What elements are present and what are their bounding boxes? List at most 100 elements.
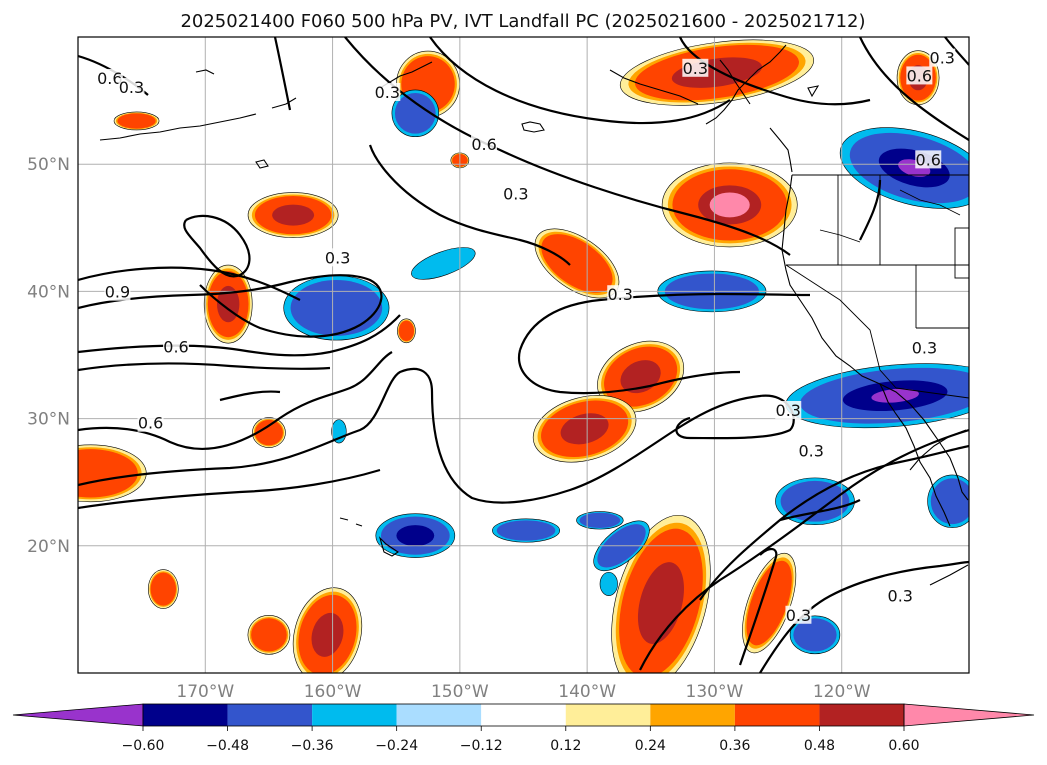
shaded-anomaly-8 — [534, 228, 620, 299]
lat-tick-label: 30°N — [27, 410, 70, 430]
contour-label: 0.6 — [97, 69, 122, 88]
anomaly-shade-26-m0p36 — [579, 512, 621, 528]
contour-label-bg — [502, 184, 529, 203]
colorbar — [12, 703, 1035, 727]
colorbar-segment — [227, 704, 313, 726]
colorbar-segment — [396, 704, 482, 726]
contour-label: 0.3 — [608, 285, 633, 304]
colorbar-segment — [819, 704, 904, 726]
contour-label: 0.3 — [776, 401, 801, 420]
shaded-anomaly-17 — [611, 514, 711, 673]
contour-label: 0.3 — [930, 49, 955, 68]
colorbar-segment — [565, 704, 651, 726]
lat-tick-label: 50°N — [27, 155, 70, 175]
contour-label-bg — [929, 48, 956, 67]
anomaly-shade-19-m0p36 — [394, 92, 436, 134]
pv-contour-layer — [78, 37, 969, 673]
anomaly-shade-17-0p48 — [637, 562, 684, 644]
figure-title: 2025021400 F060 500 hPa PV, IVT Landfall… — [180, 11, 865, 32]
shaded-anomaly-3 — [78, 444, 147, 503]
anomaly-shade-16-0p36 — [150, 572, 177, 606]
anomaly-shade-8-0p36 — [541, 234, 613, 293]
anomaly-shade-4-0p36 — [254, 419, 283, 446]
shaded-anomaly-14 — [247, 615, 291, 655]
colorbar-tick-label: 0.60 — [888, 738, 919, 754]
shaded-anomaly-30 — [789, 615, 841, 655]
contour-label-bg — [96, 68, 123, 87]
contour-label: 0.3 — [683, 59, 708, 78]
map-frame — [77, 36, 970, 674]
shaded-anomaly-21 — [411, 247, 476, 280]
shaded-anomaly-28 — [599, 571, 618, 596]
shaded-anomaly-16 — [147, 569, 179, 609]
contour-label: 0.9 — [105, 283, 130, 302]
anomaly-shade-13-0p6 — [709, 192, 750, 218]
colorbar-tick-label: 0.24 — [635, 738, 666, 754]
contour-label-bg — [906, 66, 933, 85]
shaded-anomaly-layer — [78, 39, 969, 673]
shaded-anomaly-1 — [247, 192, 339, 238]
border-layer — [785, 174, 969, 399]
contour-label: 0.6 — [471, 135, 496, 154]
contour-label-bg — [324, 248, 351, 267]
map-background — [78, 37, 969, 673]
contour-label: 0.3 — [786, 606, 811, 625]
shaded-anomaly-18 — [742, 552, 797, 654]
contour-label: 0.3 — [119, 78, 144, 97]
anomaly-shade-32-m0p6 — [871, 388, 919, 403]
lon-tick-label: 140°W — [558, 682, 616, 702]
shaded-anomaly-5 — [397, 318, 416, 344]
anomaly-shade-24-m0p48 — [396, 525, 435, 547]
lon-tick-label: 160°W — [304, 682, 362, 702]
anomaly-shade-28-m0p24 — [600, 572, 618, 595]
colorbar-segment — [481, 704, 566, 726]
lon-tick-label: 170°W — [176, 682, 234, 702]
shaded-anomaly-31 — [927, 474, 969, 528]
colorbar-segment — [312, 704, 397, 726]
shaded-anomaly-2 — [113, 111, 160, 131]
colorbar-tick-label: −0.12 — [460, 738, 503, 754]
anomaly-shade-14-0p36 — [251, 618, 287, 652]
contour-label: 0.3 — [888, 587, 913, 606]
anomaly-shade-15-0p48 — [311, 612, 344, 657]
contour-label-bg — [471, 135, 498, 154]
shaded-anomaly-32 — [785, 363, 969, 429]
colorbar-tick-label: −0.60 — [122, 738, 165, 754]
contour-label-bg — [775, 400, 802, 419]
shaded-anomaly-4 — [252, 417, 286, 448]
lat-tick-label: 40°N — [27, 282, 70, 302]
contour-label: 0.3 — [503, 185, 528, 204]
shaded-anomaly-26 — [576, 511, 624, 530]
colorbar-extend-high — [903, 703, 1035, 727]
colorbar-tick-label: 0.48 — [804, 738, 835, 754]
contour-label: 0.3 — [375, 83, 400, 102]
shaded-anomaly-25 — [492, 518, 561, 543]
contour-label-bg — [374, 82, 401, 101]
colorbar-tick-label: −0.24 — [375, 738, 418, 754]
contour-label: 0.6 — [916, 150, 941, 169]
coastline-layer — [99, 44, 969, 586]
contour-label-bg — [911, 338, 938, 357]
shaded-anomaly-11 — [619, 39, 815, 106]
contour-label: 0.6 — [907, 66, 932, 85]
shaded-anomaly-24 — [375, 513, 456, 558]
anomaly-shade-20-m0p36 — [290, 279, 383, 336]
shaded-anomaly-29 — [775, 477, 855, 525]
anomaly-shade-21-m0p24 — [413, 248, 474, 279]
contour-label-bg — [104, 282, 131, 301]
contour-label: 0.6 — [138, 414, 163, 433]
anomaly-shade-5-0p36 — [398, 320, 415, 342]
lat-lon-gridlines — [78, 37, 969, 673]
lon-tick-label: 130°W — [686, 682, 744, 702]
latitude-tick-labels: 50°N 40°N 30°N 20°N — [27, 155, 70, 557]
contour-label-bg — [118, 77, 145, 96]
anomaly-shade-29-m0p36 — [780, 480, 850, 522]
shaded-anomaly-15 — [292, 587, 363, 673]
colorbar-tick-label: 0.36 — [719, 738, 750, 754]
anomaly-shade-3-0p36 — [78, 449, 138, 498]
colorbar-tick-label: −0.36 — [291, 738, 334, 754]
contour-label: 0.3 — [912, 339, 937, 358]
shaded-anomaly-10 — [532, 395, 637, 463]
colorbar-extend-low — [12, 703, 144, 727]
contour-label: 0.3 — [798, 442, 823, 461]
